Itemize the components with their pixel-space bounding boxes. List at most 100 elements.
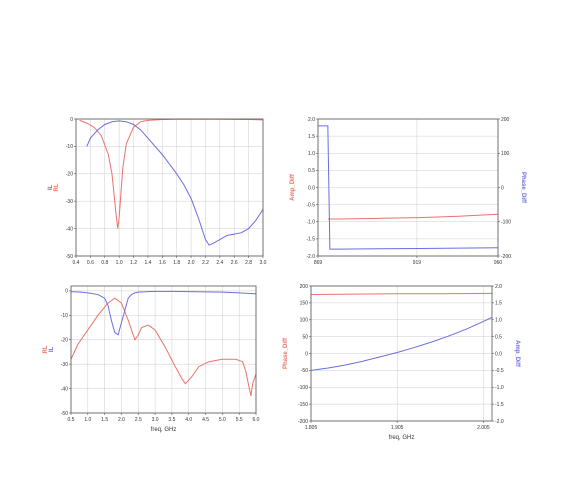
y-axis-label-part: IL	[49, 347, 55, 353]
y2-tick-label: -1.5	[495, 402, 504, 408]
y-tick-label: -1.0	[306, 220, 315, 226]
chart-3: 0.5 1.0 1.5 2.0 2.5 3.0 3.5 4.0 4.5 5.0 5.5 6.0 0 -10…	[43, 285, 260, 433]
x-tick-label: 1.0	[116, 260, 123, 266]
x-tick-label: 869	[314, 260, 323, 266]
x-axis-label: freq, GHz	[389, 435, 415, 441]
y2-tick-label: -0.5	[495, 368, 504, 374]
y2-tick-label: -2.0	[495, 419, 504, 425]
plot-frame	[75, 118, 264, 257]
y-tick-label: -50	[61, 411, 68, 417]
y-tick-label: -10	[61, 313, 68, 319]
y-axis-label-part: IL	[48, 185, 54, 191]
x-tick-label: 2.4	[216, 260, 223, 266]
y-tick-label: -2.0	[306, 254, 315, 260]
chart-1: 0.4 0.6 0.8 1.0 1.2 1.4 1.6 1.8 2.0 2.2 2.4 2.6 2.8 3…	[48, 117, 267, 266]
x-tick-label: 5.5	[236, 417, 243, 423]
plot-frame	[317, 118, 499, 257]
series-line-1	[70, 297, 257, 397]
chart-2: 869 919 960 2.0 1.5 1.0 0.5 0.0 -0.5 -1.0 -1.5 -2.0…	[290, 117, 526, 266]
x-tick-label: 3.5	[168, 417, 175, 423]
y-tick-label: -150	[298, 402, 308, 408]
x-tick-label: 1.805	[305, 425, 318, 431]
x-tick-label: 1.0	[84, 417, 91, 423]
y2-tick-label: 0.5	[495, 334, 502, 340]
y-axis-label-part: RL	[43, 345, 49, 353]
x-tick-label: 0.5	[68, 417, 75, 423]
y-tick-label: -30	[66, 199, 73, 205]
x-tick-label: 3.0	[260, 260, 267, 266]
y-tick-label: -20	[66, 172, 73, 178]
y2-tick-label: 1.5	[495, 301, 502, 307]
y-tick-label: 0.0	[308, 185, 315, 191]
y2-tick-label: 1.0	[495, 318, 502, 324]
series-line-2	[318, 125, 499, 250]
y2-tick-label: 2.0	[495, 284, 502, 290]
y2-tick-label: -200	[501, 254, 511, 260]
x-tick-label: 4.5	[202, 417, 209, 423]
y-tick-label: 0.5	[308, 168, 315, 174]
y-axis-label: ILRL	[48, 183, 60, 191]
y-tick-label: -50	[66, 254, 73, 260]
x-axis-label: freq, GHz	[151, 427, 177, 433]
plot-frame	[310, 285, 493, 422]
y-tick-label: -0.5	[306, 202, 315, 208]
y-tick-label: 200	[300, 284, 309, 290]
y2-axis-label: Phase_Diff	[520, 172, 526, 204]
y2-tick-label: 0	[501, 185, 504, 191]
plot-frame	[70, 285, 257, 414]
y-axis-label: Phase_Diff	[283, 337, 289, 369]
y-tick-label: -50	[301, 368, 308, 374]
x-tick-label: 2.6	[231, 260, 238, 266]
y2-tick-label: 100	[501, 151, 510, 157]
x-tick-label: 0.4	[73, 260, 80, 266]
x-tick-label: 1.4	[144, 260, 151, 266]
series-line-1	[327, 213, 499, 220]
x-tick-label: 1.5	[101, 417, 108, 423]
x-tick-label: 6.0	[253, 417, 260, 423]
y2-tick-label: 200	[501, 117, 510, 123]
series-line-2	[70, 290, 257, 336]
y-tick-label: 0	[305, 351, 308, 357]
x-tick-label: 960	[494, 260, 503, 266]
y2-tick-label: -1.0	[495, 385, 504, 391]
y-tick-label: 0	[70, 117, 73, 123]
y-tick-label: -30	[61, 362, 68, 368]
y-axis-label: Amp_Diff	[290, 173, 296, 201]
x-tick-label: 5.0	[219, 417, 226, 423]
x-tick-label: 1.8	[173, 260, 180, 266]
x-tick-label: 2.0	[118, 417, 125, 423]
y-tick-label: 2.0	[308, 117, 315, 123]
x-tick-label: 1.905	[391, 425, 404, 431]
y-tick-label: -10	[66, 144, 73, 150]
x-tick-label: 4.0	[185, 417, 192, 423]
series-line-2	[86, 120, 264, 246]
y-axis-label-part: RL	[54, 183, 60, 191]
y-tick-label: -200	[298, 419, 308, 425]
x-tick-label: 1.6	[159, 260, 166, 266]
y-tick-label: -20	[61, 338, 68, 344]
y-tick-label: -40	[66, 226, 73, 232]
x-tick-label: 2.0	[188, 260, 195, 266]
x-tick-label: 3.0	[152, 417, 159, 423]
y-tick-label: 0	[65, 289, 68, 295]
x-tick-label: 919	[413, 260, 422, 266]
y2-axis-label: Amp_Diff	[514, 340, 520, 368]
y2-tick-label: -100	[501, 220, 511, 226]
x-tick-label: 2.8	[245, 260, 252, 266]
x-tick-label: 2.5	[135, 417, 142, 423]
x-tick-label: 0.6	[87, 260, 94, 266]
y-tick-label: 50	[302, 334, 308, 340]
series-line-2	[310, 316, 493, 371]
y-axis-label: RLIL	[43, 345, 55, 353]
y-tick-label: 1.5	[308, 134, 315, 140]
x-tick-label: 1.2	[130, 260, 137, 266]
y-tick-label: -100	[298, 385, 308, 391]
y-tick-label: 150	[300, 301, 309, 307]
x-tick-label: 0.8	[101, 260, 108, 266]
x-tick-label: 2.005	[477, 425, 490, 431]
y2-tick-label: 0.0	[495, 351, 502, 357]
y-tick-label: -40	[61, 386, 68, 392]
y-tick-label: 1.0	[308, 151, 315, 157]
chart-4: 1.805 1.905 2.005 200 150 100 50 0 -50 -100 -150 -2…	[283, 284, 520, 441]
